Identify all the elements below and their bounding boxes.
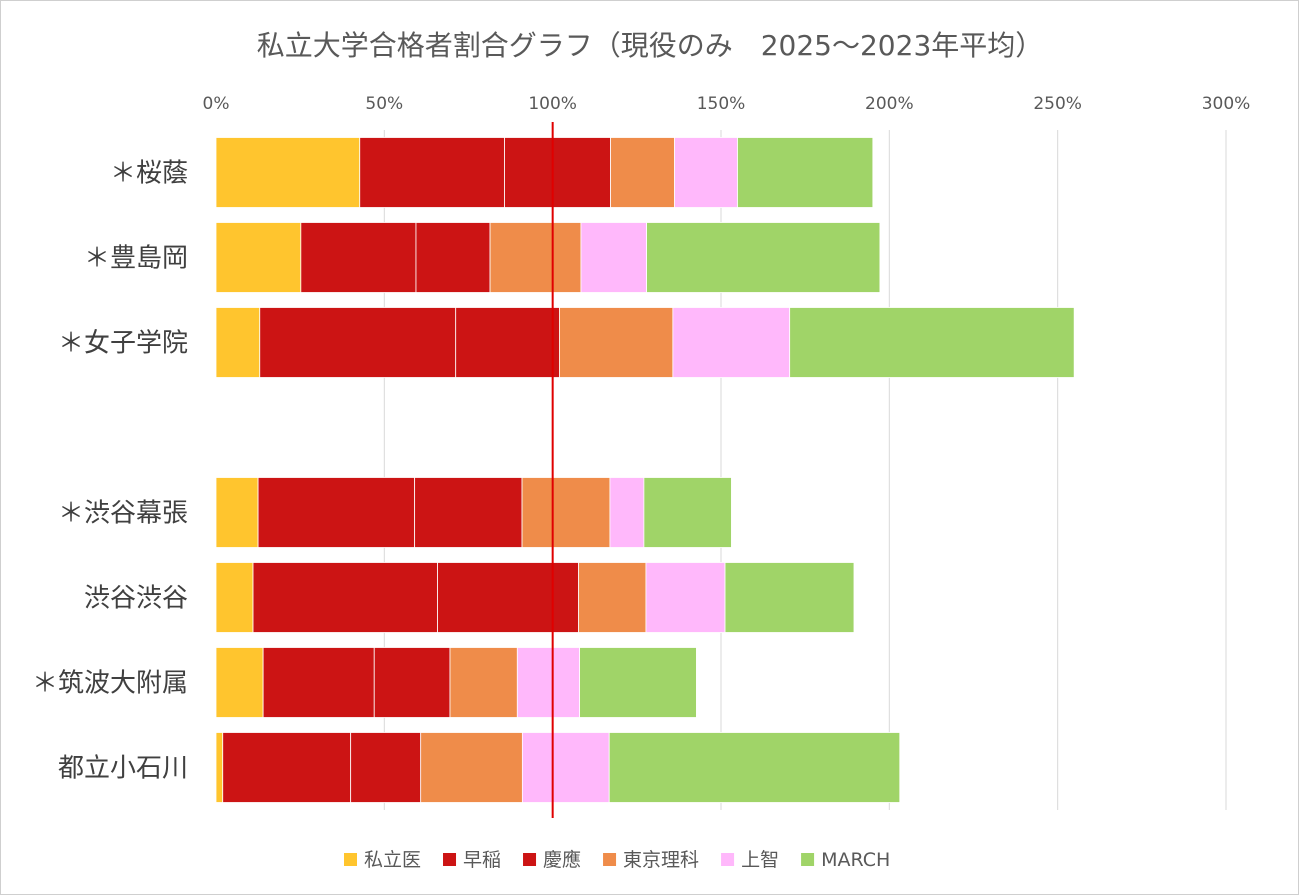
- bar-segment: [449, 647, 518, 718]
- bar-segment: [437, 562, 579, 633]
- bar-segment: [373, 647, 451, 718]
- bar-segment: [521, 732, 610, 803]
- bars: [215, 137, 1075, 803]
- category-label: ＊豊島岡: [84, 244, 188, 274]
- bar-segment: [222, 732, 352, 803]
- category-label: ＊桜蔭: [110, 159, 188, 189]
- bar-segment: [215, 222, 302, 293]
- bar-segment: [646, 222, 881, 293]
- category-label: ＊筑波大附属: [32, 669, 188, 699]
- x-tick-label: 250%: [1033, 94, 1082, 114]
- bar-segment: [257, 477, 416, 548]
- legend-swatch: [443, 853, 457, 866]
- bar-segment: [579, 647, 697, 718]
- x-tick-label: 300%: [1202, 94, 1251, 114]
- bar-segment: [300, 222, 417, 293]
- bar-segment: [643, 477, 732, 548]
- bar-segment: [259, 307, 457, 378]
- bar-segment: [672, 307, 791, 378]
- bar-segment: [580, 222, 647, 293]
- bar-segment: [215, 732, 224, 803]
- bar-segment: [455, 307, 560, 378]
- legend-label: 東京理科: [623, 849, 699, 871]
- bar-segment: [215, 647, 264, 718]
- bar-segment: [359, 137, 505, 208]
- category-label: ＊女子学院: [58, 329, 188, 359]
- x-tick-label: 150%: [697, 94, 746, 114]
- legend-swatch: [801, 853, 815, 866]
- bar-segment: [420, 732, 523, 803]
- legend-label: 上智: [741, 849, 779, 871]
- bar-segment: [645, 562, 726, 633]
- bar-segment: [724, 562, 855, 633]
- bar-segment: [415, 222, 491, 293]
- legend-swatch: [344, 853, 357, 866]
- bar-segment: [521, 477, 611, 548]
- bar-segment: [559, 307, 674, 378]
- legend-label: MARCH: [821, 849, 890, 871]
- legend-label: 早稲: [463, 849, 501, 871]
- bar-segment: [578, 562, 647, 633]
- bar-segment: [609, 477, 645, 548]
- x-tick-labels: 0% 50% 100% 150% 200% 250% 300%: [203, 94, 1251, 114]
- bar-segment: [252, 562, 438, 633]
- bar-segment: [215, 307, 261, 378]
- bar-segment: [350, 732, 422, 803]
- bar-segment: [516, 647, 580, 718]
- bar-segment: [215, 562, 254, 633]
- bar-segment: [262, 647, 375, 718]
- x-tick-label: 0%: [203, 94, 230, 114]
- legend-swatch: [603, 853, 617, 866]
- legend-label: 私立医: [364, 849, 421, 871]
- bar-segment: [504, 137, 611, 208]
- x-tick-label: 100%: [528, 94, 577, 114]
- bar-segment: [789, 307, 1075, 378]
- bar-segment: [674, 137, 738, 208]
- bar-segment: [610, 137, 675, 208]
- x-tick-label: 50%: [365, 94, 403, 114]
- legend: 私立医 早稲 慶應 東京理科 上智 MARCH: [344, 848, 890, 871]
- legend-label: 慶應: [543, 848, 581, 871]
- bar-segment: [215, 137, 361, 208]
- category-label: 渋谷渋谷: [84, 584, 188, 614]
- x-tick-label: 200%: [865, 94, 914, 114]
- legend-swatch: [721, 853, 735, 866]
- legend-swatch: [523, 853, 537, 866]
- bar-segment: [489, 222, 582, 293]
- bar-segment: [608, 732, 901, 803]
- bar-segment: [414, 477, 523, 548]
- bar-segment: [737, 137, 874, 208]
- bar-segment: [215, 477, 259, 548]
- category-label: 都立小石川: [58, 754, 188, 784]
- chart-title: 私立大学合格者割合グラフ（現役のみ 2025〜2023年平均）: [257, 29, 1044, 62]
- category-label: ＊渋谷幕張: [58, 499, 188, 529]
